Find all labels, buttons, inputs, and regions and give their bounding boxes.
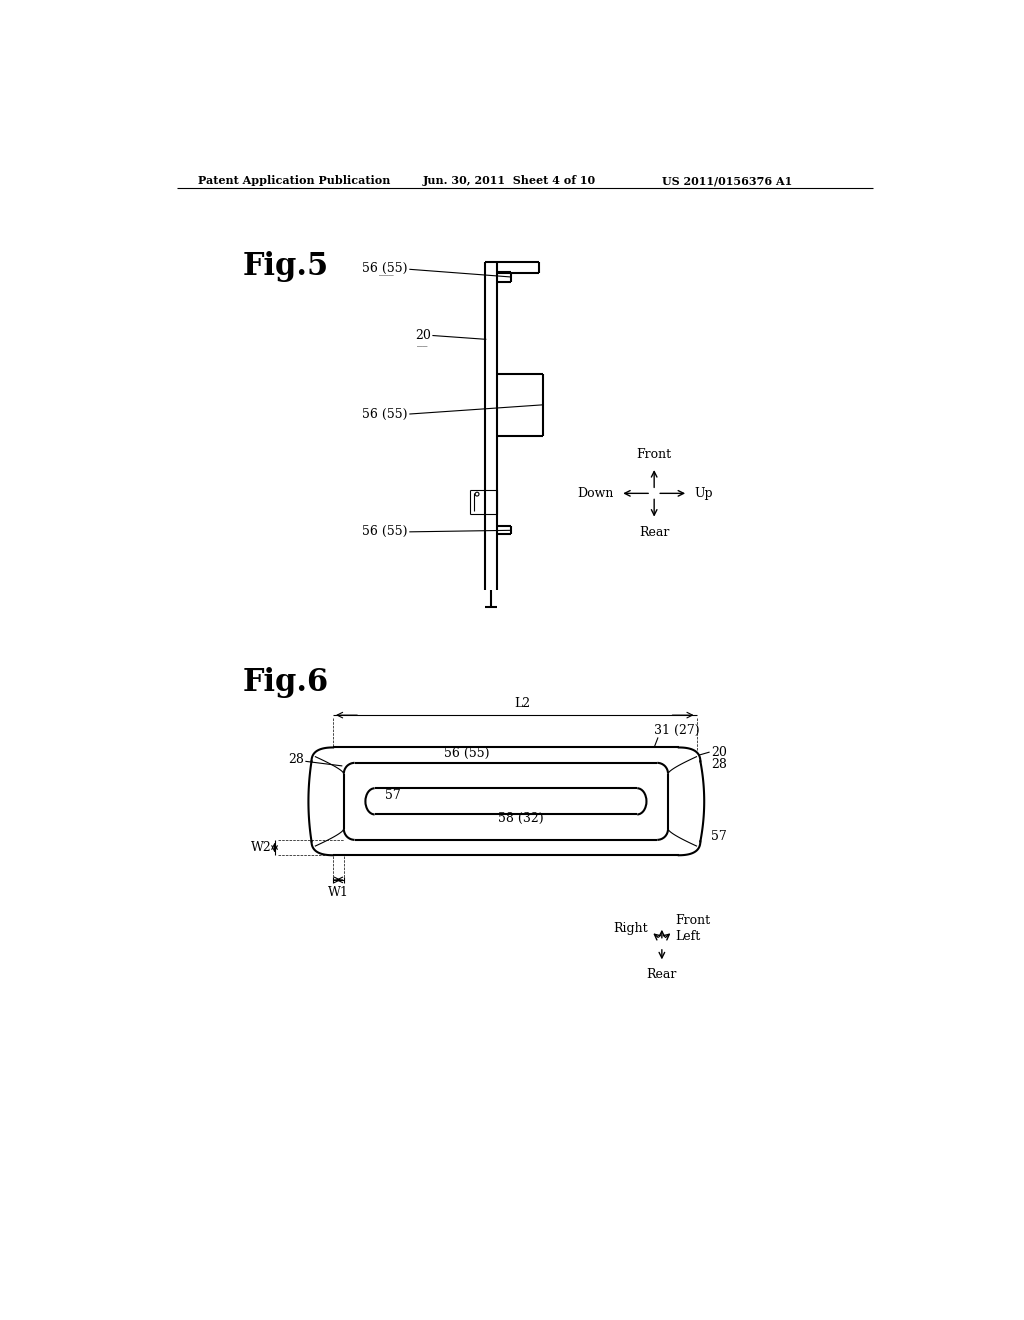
Text: Fig.5: Fig.5 bbox=[243, 251, 329, 281]
Text: W1: W1 bbox=[328, 886, 349, 899]
Text: Front: Front bbox=[637, 447, 672, 461]
Text: 20: 20 bbox=[415, 329, 431, 342]
Text: 28: 28 bbox=[711, 758, 727, 771]
Text: Up: Up bbox=[694, 487, 713, 500]
Text: 57: 57 bbox=[385, 788, 400, 801]
Text: Jun. 30, 2011  Sheet 4 of 10: Jun. 30, 2011 Sheet 4 of 10 bbox=[423, 176, 596, 186]
Text: 31 (27): 31 (27) bbox=[654, 723, 699, 737]
Text: Left: Left bbox=[676, 929, 701, 942]
Text: 56 (55): 56 (55) bbox=[362, 261, 408, 275]
Text: Fig.6: Fig.6 bbox=[243, 667, 329, 697]
Text: Rear: Rear bbox=[647, 969, 677, 982]
Text: Right: Right bbox=[613, 921, 648, 935]
Text: 56 (55): 56 (55) bbox=[444, 747, 489, 760]
Text: Down: Down bbox=[578, 487, 614, 500]
Text: 56 (55): 56 (55) bbox=[362, 408, 408, 421]
Text: 28: 28 bbox=[288, 754, 304, 767]
Text: W2: W2 bbox=[251, 841, 271, 854]
Text: 20: 20 bbox=[711, 746, 727, 759]
Text: ___: ___ bbox=[379, 267, 394, 276]
Text: __: __ bbox=[417, 338, 427, 347]
Text: Patent Application Publication: Patent Application Publication bbox=[199, 176, 391, 186]
Text: US 2011/0156376 A1: US 2011/0156376 A1 bbox=[662, 176, 793, 186]
Text: Front: Front bbox=[676, 915, 711, 927]
Text: 58 (32): 58 (32) bbox=[498, 812, 544, 825]
Text: Rear: Rear bbox=[639, 525, 670, 539]
Text: L2: L2 bbox=[514, 697, 530, 710]
Text: 57: 57 bbox=[711, 830, 727, 843]
Text: 56 (55): 56 (55) bbox=[362, 525, 408, 539]
